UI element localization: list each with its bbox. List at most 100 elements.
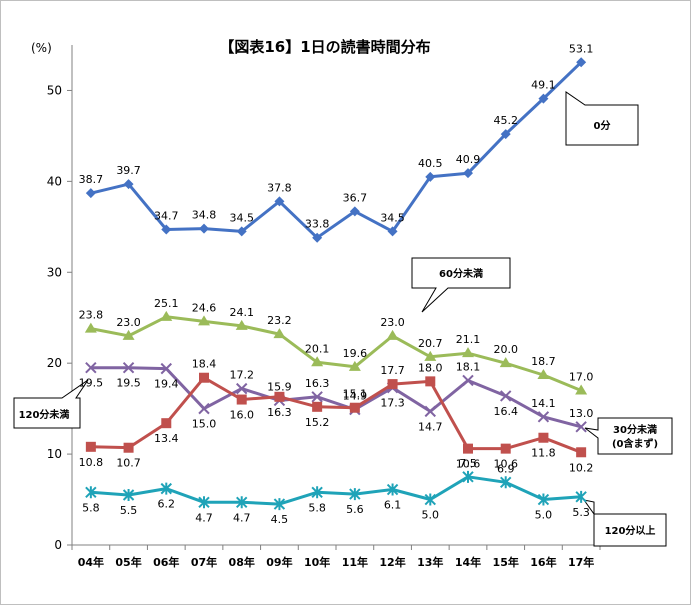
data-point — [575, 490, 587, 503]
data-point — [387, 226, 398, 237]
legend-label-zero: 0分 — [594, 119, 611, 132]
data-label: 6.1 — [384, 499, 402, 512]
data-label: 23.0 — [116, 316, 141, 329]
data-point — [160, 482, 172, 495]
data-label: 17.0 — [569, 370, 594, 383]
series-line-m60 — [90, 315, 582, 392]
callout-zero-box — [565, 91, 639, 146]
data-point — [274, 196, 285, 207]
data-label: 40.9 — [456, 153, 481, 166]
legend-label-over120: 120分以上 — [605, 524, 656, 537]
data-label: 23.2 — [267, 314, 292, 327]
data-label: 19.5 — [79, 377, 104, 390]
data-point — [122, 329, 135, 340]
x-tick-label: 07年 — [191, 555, 217, 569]
chart-title: 【図表16】1日の読書時間分布 — [219, 38, 430, 56]
data-point — [85, 188, 96, 199]
x-tick-label: 16年 — [530, 555, 556, 569]
data-label: 23.8 — [79, 309, 104, 322]
legend-callouts: 0分 60分未満 120分未満 30分未満 (0含まず) 120分以上 — [13, 91, 673, 547]
data-point — [424, 493, 436, 506]
data-point — [538, 432, 549, 443]
data-point — [424, 350, 437, 361]
callout-30min-box — [584, 417, 673, 455]
data-point — [123, 179, 134, 190]
data-point — [499, 357, 512, 368]
data-point — [576, 447, 587, 458]
series-line-over120 — [90, 475, 582, 506]
data-label: 10.8 — [79, 456, 104, 469]
data-label: 17.7 — [380, 364, 405, 377]
x-tick-label: 10年 — [304, 555, 330, 569]
data-label: 10.2 — [569, 461, 594, 474]
data-label: 16.0 — [229, 409, 254, 422]
data-label: 19.4 — [154, 378, 179, 391]
series-line-m120 — [90, 366, 582, 429]
data-point — [198, 402, 210, 415]
data-point — [198, 315, 210, 326]
data-label: 5.3 — [572, 506, 590, 519]
data-point — [349, 488, 361, 501]
callout-30min: 30分未満 (0含まず) — [584, 417, 673, 455]
data-point — [463, 168, 473, 179]
data-label: 5.5 — [120, 504, 138, 517]
data-label: 5.0 — [535, 509, 553, 522]
data-label: 5.6 — [346, 503, 364, 516]
x-tick-label: 06年 — [153, 555, 179, 569]
data-label: 5.0 — [422, 509, 440, 522]
data-point — [85, 441, 96, 452]
data-point — [386, 483, 399, 496]
data-label: 53.1 — [569, 42, 594, 55]
legend-label-60min: 60分未満 — [439, 267, 483, 280]
legend-label-30min-line1: 30分未満 — [613, 423, 657, 436]
series-zero — [85, 57, 587, 243]
axes: 0 10 20 30 40 50 04年 05年 06年 07年 08年 09年 10年 11年 12年 13… — [47, 45, 601, 569]
data-point — [500, 129, 511, 140]
data-point — [386, 329, 399, 340]
data-point — [575, 384, 588, 395]
data-label: 16.3 — [267, 406, 292, 419]
data-point — [160, 310, 173, 321]
data-label: 16.3 — [305, 377, 330, 390]
y-tick-label: 50 — [47, 83, 62, 97]
series-line-m30 — [90, 376, 582, 454]
data-point — [537, 411, 550, 423]
data-point — [500, 443, 511, 454]
data-label: 34.8 — [192, 209, 217, 222]
data-label: 11.8 — [531, 447, 556, 460]
data-label: 38.7 — [79, 173, 104, 186]
data-point — [424, 405, 436, 418]
data-point — [161, 224, 172, 235]
callout-60min: 60分未満 — [411, 257, 511, 313]
callout-60min-box — [411, 257, 511, 313]
data-point — [537, 493, 550, 506]
data-point — [462, 374, 474, 387]
data-label: 45.2 — [493, 114, 518, 127]
data-point — [161, 418, 172, 429]
series-m30 — [85, 372, 587, 458]
data-label: 6.9 — [497, 462, 515, 475]
legend-label-120min: 120分未満 — [19, 408, 70, 421]
data-label: 17.3 — [380, 397, 405, 410]
data-label: 23.0 — [380, 316, 405, 329]
y-tick-label: 20 — [47, 356, 62, 370]
data-point — [387, 379, 398, 390]
data-label: 15.9 — [267, 380, 292, 393]
y-tick-label: 40 — [47, 174, 62, 188]
y-tick-label: 30 — [47, 265, 62, 279]
data-label: 19.5 — [116, 377, 141, 390]
data-label: 10.7 — [116, 457, 141, 470]
data-label: 34.5 — [380, 211, 405, 224]
data-point — [199, 223, 209, 234]
data-point — [463, 443, 473, 454]
x-tick-label: 05年 — [115, 555, 141, 569]
data-label: 34.5 — [229, 211, 254, 224]
data-point — [312, 401, 323, 412]
callout-120min: 120分未満 — [13, 379, 89, 429]
data-point — [576, 57, 587, 68]
data-point — [311, 486, 323, 499]
data-point — [575, 421, 587, 433]
data-label: 15.0 — [192, 418, 217, 431]
data-label: 20.7 — [418, 337, 443, 350]
